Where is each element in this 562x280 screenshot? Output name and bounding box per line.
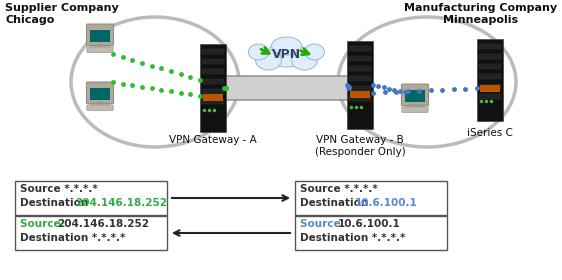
- Bar: [477, 39, 503, 121]
- FancyBboxPatch shape: [87, 47, 113, 53]
- Bar: [479, 44, 501, 49]
- FancyBboxPatch shape: [90, 103, 110, 108]
- Ellipse shape: [271, 37, 301, 55]
- Text: VPN: VPN: [272, 48, 301, 60]
- Text: VPN Gateway - B
(Responder Only): VPN Gateway - B (Responder Only): [315, 135, 405, 157]
- Text: Supplier Company
Chicago: Supplier Company Chicago: [5, 3, 119, 25]
- Bar: [202, 89, 224, 94]
- FancyBboxPatch shape: [222, 76, 351, 100]
- Ellipse shape: [248, 44, 269, 60]
- Bar: [200, 44, 226, 132]
- Bar: [479, 94, 501, 99]
- Text: Source *.*.*.*: Source *.*.*.*: [300, 184, 378, 194]
- Text: Source: Source: [300, 219, 345, 229]
- Text: 10.6.100.1: 10.6.100.1: [338, 219, 401, 229]
- FancyBboxPatch shape: [406, 105, 424, 110]
- Text: Source: Source: [20, 219, 64, 229]
- Bar: [349, 56, 371, 61]
- FancyBboxPatch shape: [402, 107, 428, 113]
- Text: Destination *.*.*.*: Destination *.*.*.*: [300, 233, 405, 243]
- Ellipse shape: [268, 41, 306, 67]
- Bar: [480, 85, 500, 92]
- Ellipse shape: [292, 50, 318, 70]
- Bar: [349, 76, 371, 81]
- Bar: [295, 181, 447, 215]
- FancyBboxPatch shape: [87, 105, 113, 111]
- Ellipse shape: [256, 50, 282, 70]
- FancyBboxPatch shape: [401, 84, 429, 106]
- Text: Destination: Destination: [300, 198, 372, 208]
- Bar: [349, 66, 371, 71]
- Text: 204.146.18.252: 204.146.18.252: [75, 198, 167, 208]
- FancyBboxPatch shape: [87, 24, 114, 46]
- Bar: [349, 96, 371, 101]
- Text: Manufacturing Company
Minneapolis: Manufacturing Company Minneapolis: [404, 3, 557, 25]
- Bar: [202, 69, 224, 74]
- Bar: [90, 29, 110, 42]
- Bar: [295, 216, 447, 250]
- Bar: [202, 99, 224, 104]
- Ellipse shape: [305, 44, 324, 60]
- Bar: [347, 41, 373, 129]
- Bar: [349, 46, 371, 51]
- Bar: [202, 59, 224, 64]
- Text: Destination: Destination: [20, 198, 92, 208]
- Bar: [479, 84, 501, 89]
- Bar: [405, 90, 425, 102]
- Bar: [90, 88, 110, 100]
- Bar: [202, 79, 224, 84]
- Text: 10.6.100.1: 10.6.100.1: [355, 198, 418, 208]
- Bar: [15, 181, 167, 215]
- Bar: [202, 49, 224, 54]
- Bar: [349, 86, 371, 91]
- Text: 204.146.18.252: 204.146.18.252: [57, 219, 149, 229]
- Text: Source *.*.*.*: Source *.*.*.*: [20, 184, 98, 194]
- Bar: [350, 91, 370, 98]
- Bar: [479, 54, 501, 59]
- Bar: [15, 216, 167, 250]
- Bar: [479, 74, 501, 79]
- FancyBboxPatch shape: [87, 82, 114, 104]
- FancyBboxPatch shape: [90, 45, 110, 50]
- Text: VPN Gateway - A: VPN Gateway - A: [169, 135, 257, 145]
- Bar: [479, 64, 501, 69]
- Text: iSeries C: iSeries C: [467, 128, 513, 138]
- Bar: [203, 94, 223, 101]
- Text: Destination *.*.*.*: Destination *.*.*.*: [20, 233, 125, 243]
